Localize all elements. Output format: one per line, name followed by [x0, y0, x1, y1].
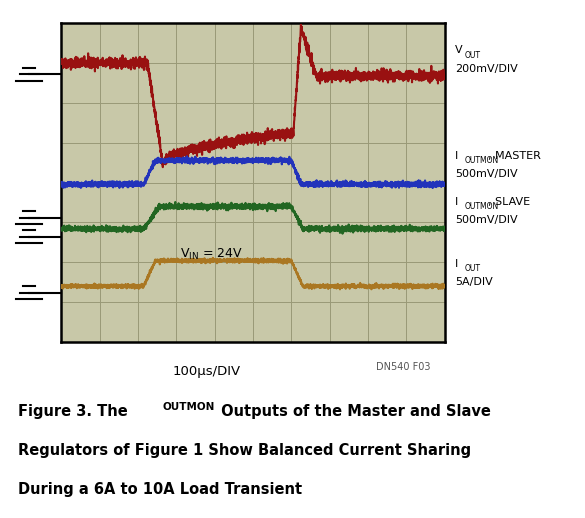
- Text: 5A/DIV: 5A/DIV: [455, 277, 493, 287]
- Text: 100μs/DIV: 100μs/DIV: [173, 365, 241, 378]
- Text: $\mathregular{V_{IN}}$ = 24V: $\mathregular{V_{IN}}$ = 24V: [180, 247, 243, 262]
- Text: During a 6A to 10A Load Transient: During a 6A to 10A Load Transient: [18, 482, 302, 497]
- Text: 500mV/DIV: 500mV/DIV: [455, 215, 518, 225]
- Text: Regulators of Figure 1 Show Balanced Current Sharing: Regulators of Figure 1 Show Balanced Cur…: [18, 443, 471, 458]
- Text: DN540 F03: DN540 F03: [376, 362, 430, 371]
- Text: OUTMON: OUTMON: [464, 156, 499, 165]
- Text: I: I: [455, 197, 459, 207]
- Text: OUTMON: OUTMON: [163, 402, 215, 412]
- Text: Outputs of the Master and Slave: Outputs of the Master and Slave: [216, 404, 491, 419]
- Text: 500mV/DIV: 500mV/DIV: [455, 169, 518, 179]
- Text: OUT: OUT: [464, 264, 481, 273]
- Text: , SLAVE: , SLAVE: [488, 197, 530, 207]
- Text: 200mV/DIV: 200mV/DIV: [455, 64, 518, 74]
- Text: , MASTER: , MASTER: [488, 151, 541, 161]
- Text: I: I: [455, 259, 459, 269]
- Text: I: I: [455, 151, 459, 161]
- Text: OUT: OUT: [464, 51, 481, 60]
- Text: OUTMON: OUTMON: [464, 202, 499, 211]
- Text: Figure 3. The: Figure 3. The: [18, 404, 132, 419]
- Text: V: V: [455, 46, 463, 55]
